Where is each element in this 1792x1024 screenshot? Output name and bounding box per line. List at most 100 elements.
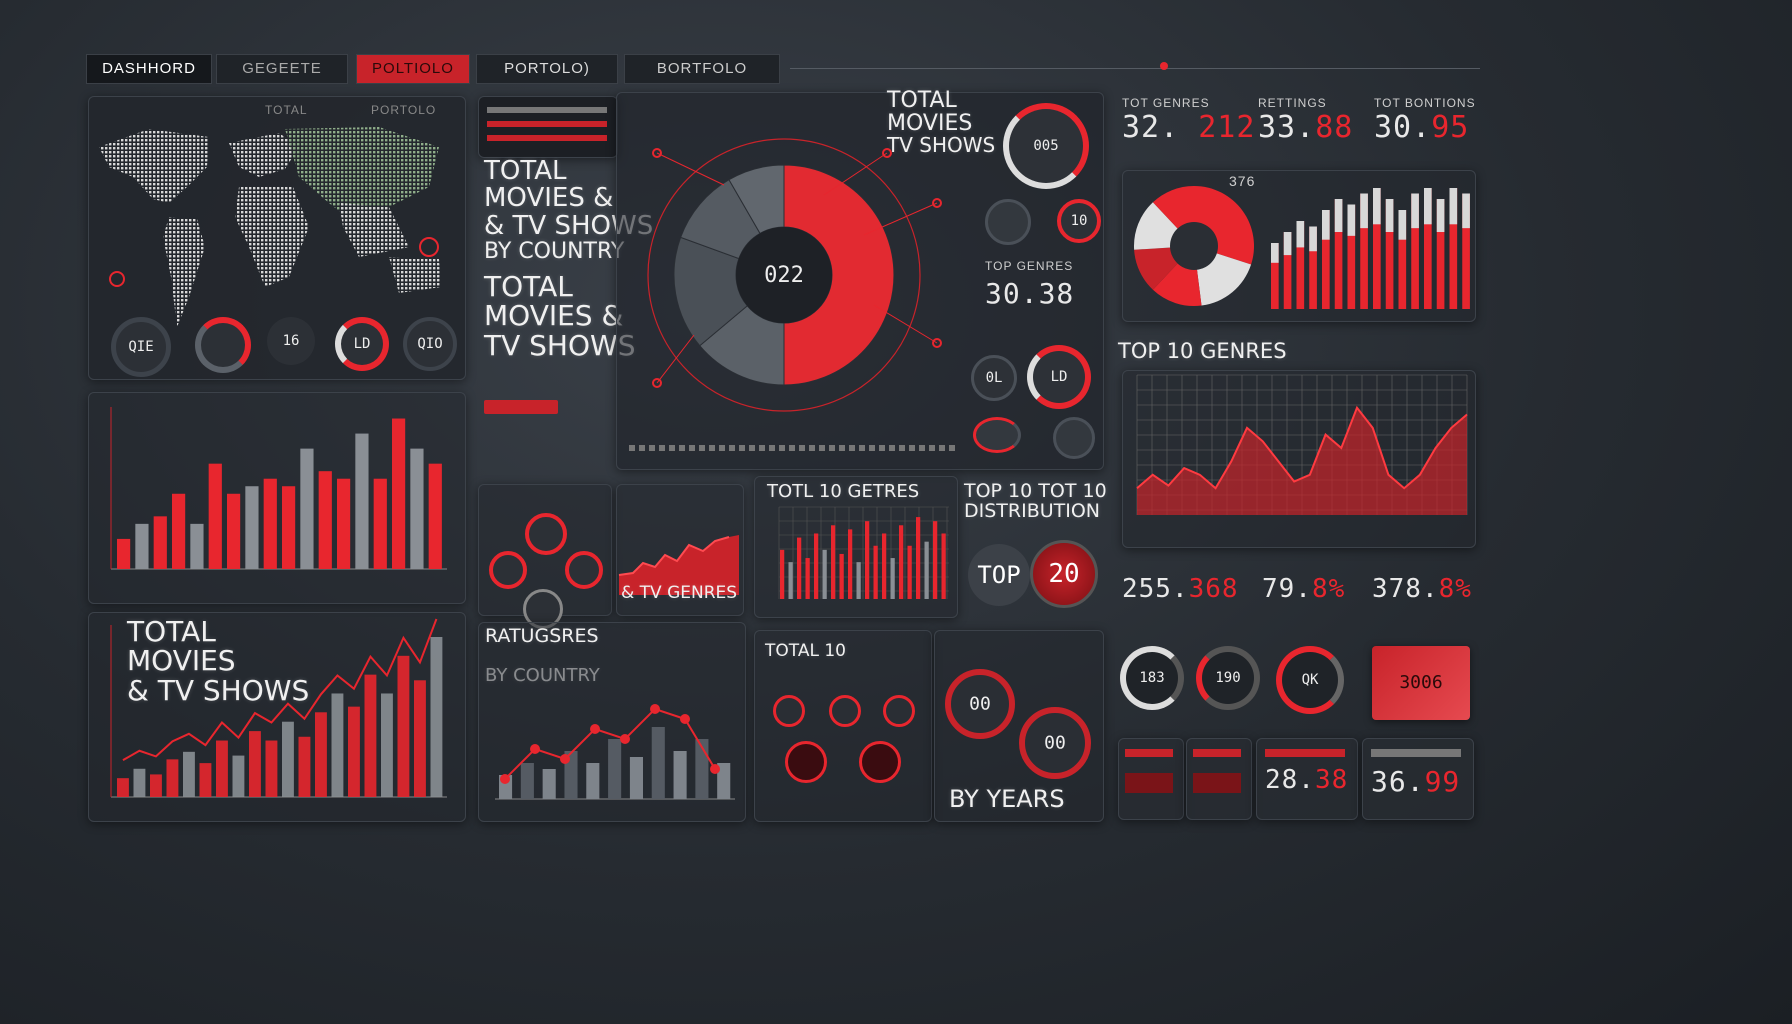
- tv-genres-label: & TV GENRES: [621, 583, 738, 603]
- top10-genres-panel: [1122, 370, 1476, 548]
- bar-top: [1462, 193, 1470, 229]
- bar: [430, 637, 443, 797]
- bar: [907, 545, 912, 599]
- bar: [1309, 226, 1317, 309]
- stat-mid-1: 255.368: [1122, 574, 1239, 604]
- bar: [899, 525, 904, 599]
- bar: [249, 731, 261, 797]
- tab-portfolio-active[interactable]: POLTIOLO: [356, 54, 470, 84]
- bar: [331, 693, 344, 797]
- bar-top: [1436, 199, 1445, 232]
- top-genres-small-label: TOP GENRES: [985, 259, 1074, 273]
- bar: [298, 736, 311, 797]
- rating-point: [680, 714, 690, 724]
- bar-chart-2: [110, 618, 447, 798]
- bar: [282, 486, 296, 569]
- right-knob-3[interactable]: QK: [1276, 646, 1344, 714]
- bar: [856, 562, 861, 599]
- bar: [805, 558, 810, 599]
- bar: [232, 755, 245, 797]
- bar: [428, 463, 442, 569]
- map-knob-5[interactable]: QIO: [403, 317, 457, 371]
- tab-dashboard[interactable]: DASHHORD: [86, 54, 212, 84]
- bar: [133, 768, 146, 797]
- bar: [216, 740, 228, 797]
- tab-portolo[interactable]: PORTOLO): [476, 54, 618, 84]
- map-knob-1[interactable]: QIE: [111, 317, 171, 377]
- stat-mid-3: 378.8%: [1372, 574, 1472, 604]
- small-knob-c[interactable]: 0L: [971, 355, 1017, 401]
- bar: [1283, 232, 1292, 309]
- bar: [153, 516, 167, 569]
- small-knob-a[interactable]: [985, 199, 1031, 245]
- years-knob-2[interactable]: 00: [1019, 707, 1091, 779]
- small-knob-b[interactable]: 10: [1057, 199, 1101, 243]
- bar: [355, 433, 369, 569]
- bar: [814, 533, 819, 599]
- ratings-title: RATUGSRES: [485, 625, 599, 647]
- tab-bortfolo[interactable]: BORTFOLO: [624, 54, 780, 84]
- bar: [373, 478, 387, 569]
- bar: [381, 693, 393, 797]
- bar: [608, 739, 622, 799]
- stat-bontions: TOT BONTIONS 30.95: [1374, 96, 1476, 145]
- bar: [1385, 199, 1394, 309]
- donut-outer-ring: [647, 138, 921, 412]
- top-total-title: TOTAL MOVIES TV SHOWS: [887, 88, 996, 158]
- bar: [1462, 193, 1470, 309]
- stat-card-2: [1186, 738, 1252, 820]
- top-word-knob[interactable]: TOP: [968, 544, 1030, 606]
- bar-top: [1347, 204, 1356, 236]
- bar-top: [1309, 226, 1317, 252]
- small-knob-f[interactable]: [1053, 417, 1095, 459]
- bar: [392, 418, 406, 569]
- callout-dot: [652, 148, 662, 158]
- rating-point: [530, 744, 540, 754]
- right-bar-chart: [1271, 188, 1470, 309]
- top10-genres-title: TOP 10 GENRES: [1118, 339, 1287, 363]
- network-panel: BY COUNTRY: [478, 484, 612, 685]
- bar: [717, 763, 731, 799]
- callout-dot: [882, 148, 892, 158]
- bar-top: [1449, 188, 1458, 225]
- area-fill: [1137, 407, 1467, 515]
- callout-dot: [932, 338, 942, 348]
- top10-genres-line-chart: [1136, 374, 1468, 515]
- bar: [245, 486, 259, 569]
- genres-small-title: TOTL 10 GETRES: [767, 481, 920, 502]
- bar: [166, 759, 179, 797]
- country-title-panel: [478, 96, 618, 158]
- bar: [780, 549, 785, 599]
- bar: [629, 757, 643, 799]
- bar: [1449, 188, 1458, 309]
- small-knob-e[interactable]: [973, 417, 1021, 453]
- bar-top: [1411, 193, 1419, 229]
- stat-card-4: 36.99: [1362, 738, 1474, 820]
- tab-gegeete[interactable]: GEGEETE: [216, 54, 348, 84]
- bar-top: [1283, 232, 1292, 256]
- callout-dot: [932, 198, 942, 208]
- donut-center-value: 022: [764, 263, 804, 288]
- callout-line: [656, 334, 695, 384]
- small-knob-d[interactable]: LD: [1027, 345, 1091, 409]
- bar: [542, 769, 556, 799]
- map-knob-3[interactable]: 16: [267, 317, 315, 365]
- right-knob-2[interactable]: 190: [1196, 646, 1260, 710]
- bar: [831, 525, 836, 599]
- map-knob-4[interactable]: LD: [335, 317, 389, 371]
- bar-top: [1334, 199, 1343, 232]
- right-knob-1[interactable]: 183: [1120, 646, 1184, 710]
- red-action-button[interactable]: [484, 400, 558, 414]
- years-knob-1[interactable]: 00: [945, 669, 1015, 739]
- red-badge-button[interactable]: 3006: [1372, 646, 1470, 720]
- bar: [414, 680, 426, 797]
- bar: [1271, 243, 1279, 309]
- top-number-knob[interactable]: 20: [1030, 540, 1098, 608]
- bar: [1347, 204, 1356, 309]
- bar: [172, 493, 186, 569]
- top-badge[interactable]: 005: [1003, 103, 1089, 189]
- bar: [788, 562, 793, 599]
- bar-top: [1373, 188, 1381, 225]
- map-knob-2[interactable]: [195, 317, 251, 373]
- bar: [117, 538, 131, 569]
